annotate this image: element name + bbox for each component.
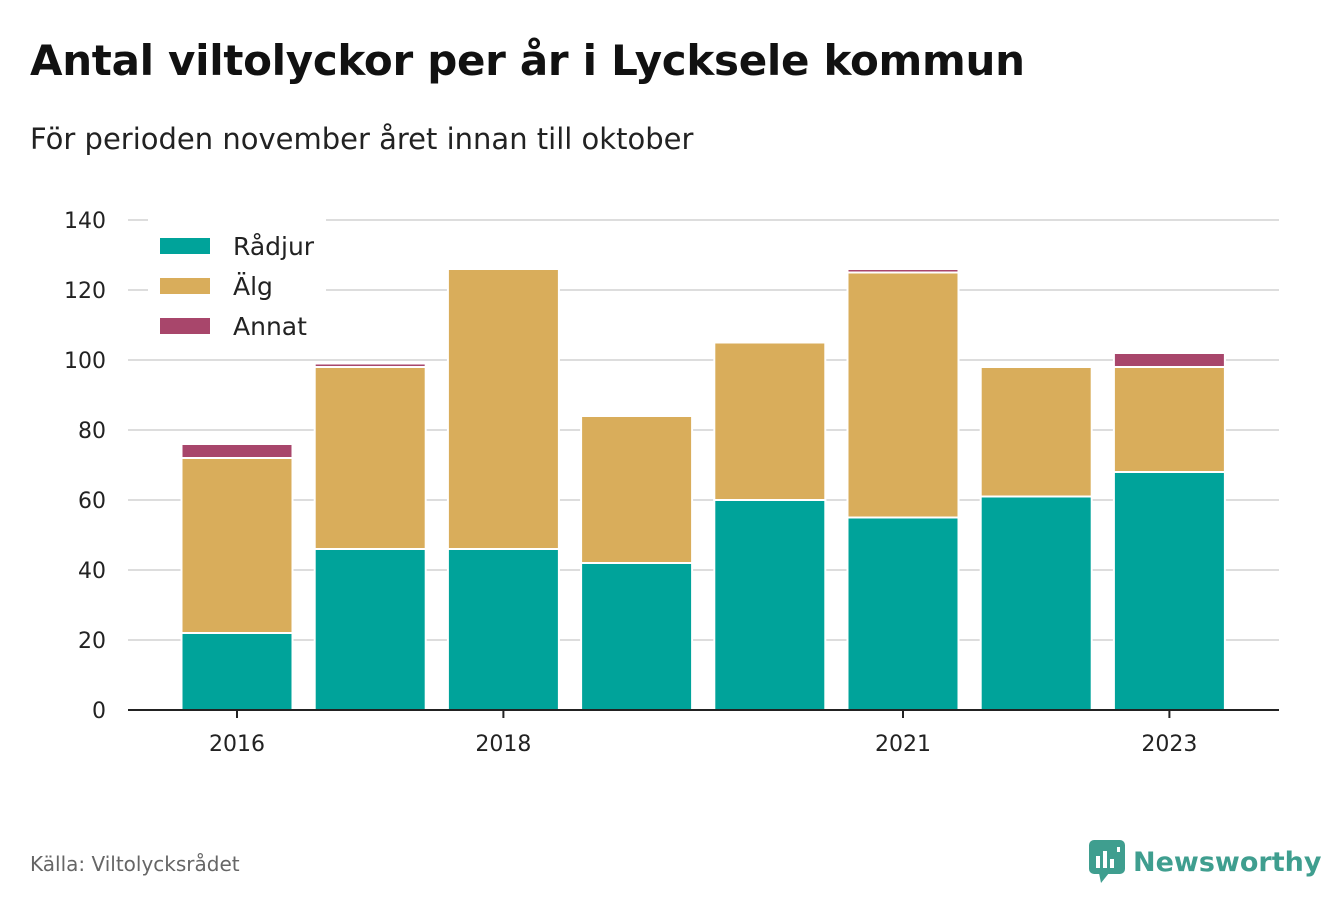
legend-label: Älg xyxy=(233,272,273,301)
y-tick-label: 40 xyxy=(78,559,106,584)
chart-title: Antal viltolyckor per år i Lycksele komm… xyxy=(30,36,1025,85)
legend-swatch xyxy=(160,278,210,294)
newsworthy-logo-icon xyxy=(1089,840,1125,883)
bar-segment xyxy=(979,495,1093,711)
bar-segment xyxy=(713,499,827,711)
bar-segment xyxy=(180,632,294,711)
bar-segment xyxy=(313,366,427,550)
legend-label: Rådjur xyxy=(233,232,315,261)
y-tick-label: 100 xyxy=(64,349,106,374)
bar-segment xyxy=(713,341,827,501)
y-tick-label: 0 xyxy=(92,699,106,724)
x-tick-label: 2023 xyxy=(1141,732,1197,757)
bar-segment xyxy=(1112,471,1226,711)
y-tick-label: 140 xyxy=(64,209,106,234)
bar-segment xyxy=(313,362,427,368)
bar-segment xyxy=(180,457,294,634)
x-tick-label: 2016 xyxy=(209,732,265,757)
legend: Rådjur Älg Annat xyxy=(148,218,326,354)
x-tick-label: 2018 xyxy=(475,732,531,757)
bar-segment xyxy=(846,268,960,274)
y-tick-label: 120 xyxy=(64,279,106,304)
legend-swatch xyxy=(160,318,210,334)
y-tick-label: 60 xyxy=(78,489,106,514)
source-note: Källa: Viltolycksrådet xyxy=(30,852,240,876)
newsworthy-logo-text: Newsworthy xyxy=(1133,846,1322,878)
legend-label: Annat xyxy=(233,312,307,341)
axes: 0 20 40 60 80 100 120 140 2016 2018 2021 2023 xyxy=(64,209,1279,757)
chart-subtitle: För perioden november året innan till ok… xyxy=(30,122,694,156)
bar-segment xyxy=(446,268,560,550)
bar-segment xyxy=(979,366,1093,498)
bar-segment xyxy=(180,443,294,459)
bar-segment xyxy=(313,548,427,711)
bar-segment xyxy=(1112,366,1226,473)
legend-swatch xyxy=(160,238,210,254)
bar-segment xyxy=(580,562,694,711)
bar-segment xyxy=(846,516,960,711)
bar-segment xyxy=(846,271,960,519)
newsworthy-logo: Newsworthy xyxy=(1089,840,1321,884)
x-tick-label: 2021 xyxy=(875,732,931,757)
y-tick-label: 80 xyxy=(78,419,106,444)
bars xyxy=(180,268,1226,711)
y-tick-label: 20 xyxy=(78,629,106,654)
bar-segment xyxy=(1112,352,1226,368)
bar-segment xyxy=(446,548,560,711)
bar-segment xyxy=(580,415,694,564)
